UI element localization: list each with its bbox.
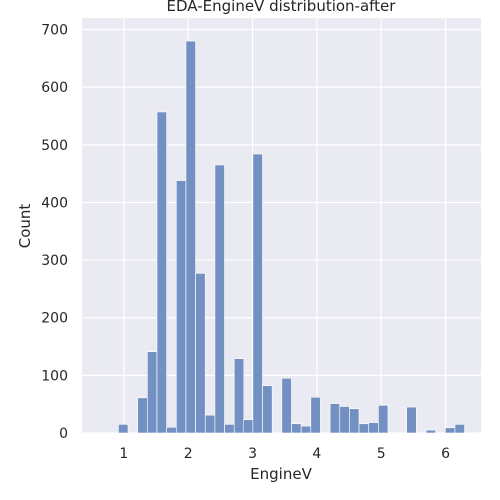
histogram-bar [166,426,177,434]
histogram-bar [281,377,292,434]
y-tick-labels: 0 100 200 300 400 500 600 700 [41,23,68,442]
histogram-bar [339,406,350,434]
histogram-bar [329,403,341,434]
histogram-bar [176,180,187,434]
x-tick-label: 4 [312,446,321,462]
y-tick-label: 100 [41,368,68,384]
y-tick-label: 600 [41,80,68,96]
y-tick-label: 400 [41,195,68,211]
x-tick-label: 3 [248,446,257,462]
histogram-bar [310,396,321,434]
histogram-bar [204,414,216,434]
histogram-bar [252,153,263,434]
histogram-bar [118,424,129,434]
plot-area [82,18,481,433]
x-tick-labels: 1 2 3 4 5 6 [119,446,450,462]
histogram-bar [291,423,302,434]
y-tick-label: 300 [41,253,68,269]
x-tick-label: 2 [184,446,193,462]
bars-group [118,40,465,434]
x-tick-label: 5 [377,446,386,462]
histogram-bar [233,358,245,434]
y-tick-label: 200 [41,311,68,327]
y-tick-label: 0 [59,426,68,442]
histogram-bar [262,385,273,434]
histogram-bar [147,351,158,434]
histogram-bar [454,424,465,434]
histogram-bar [378,405,389,434]
x-tick-label: 1 [119,446,128,462]
histogram-bar [358,423,369,434]
y-tick-label: 700 [41,23,68,39]
histogram-bar [406,406,417,434]
histogram-bar [368,422,379,434]
histogram-bar [137,397,148,434]
x-axis-label: EngineV [250,465,312,483]
histogram-bar [425,429,436,434]
histogram-bar [185,40,196,434]
x-tick-label: 6 [441,446,450,462]
y-tick-label: 500 [41,138,68,154]
histogram-bar [300,425,312,434]
histogram-bar [224,424,235,434]
histogram-bar [349,408,360,434]
histogram-bar [242,419,254,434]
histogram-bar [214,164,225,434]
histogram-bar [195,273,206,434]
grid-lines [82,18,481,434]
y-axis-label: Count [16,204,34,249]
chart-title: EDA-EngineV distribution-after [167,0,397,15]
histogram-bar [445,427,456,434]
histogram-bar [156,111,167,434]
